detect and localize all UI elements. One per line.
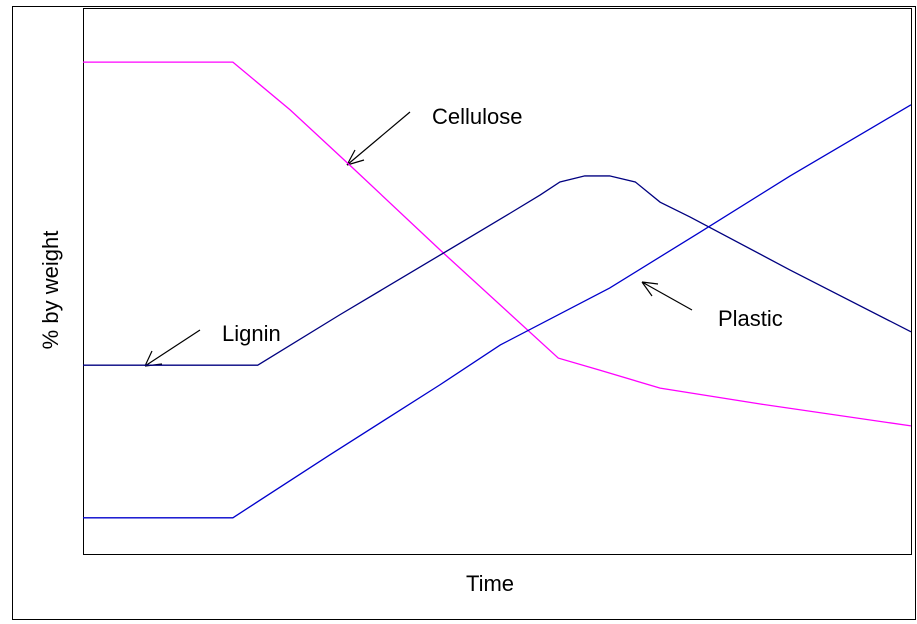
line (83, 104, 912, 519)
plot-area (83, 8, 912, 555)
annotation: Cellulose (432, 104, 523, 129)
line (83, 175, 912, 366)
y-axis-label: % by weight (38, 231, 63, 350)
line (83, 61, 912, 427)
annotation: Plastic (718, 306, 783, 331)
arrow (641, 281, 693, 311)
arrow (346, 111, 411, 166)
annotation: Lignin (222, 321, 281, 346)
x-axis-label: Time (466, 571, 514, 596)
